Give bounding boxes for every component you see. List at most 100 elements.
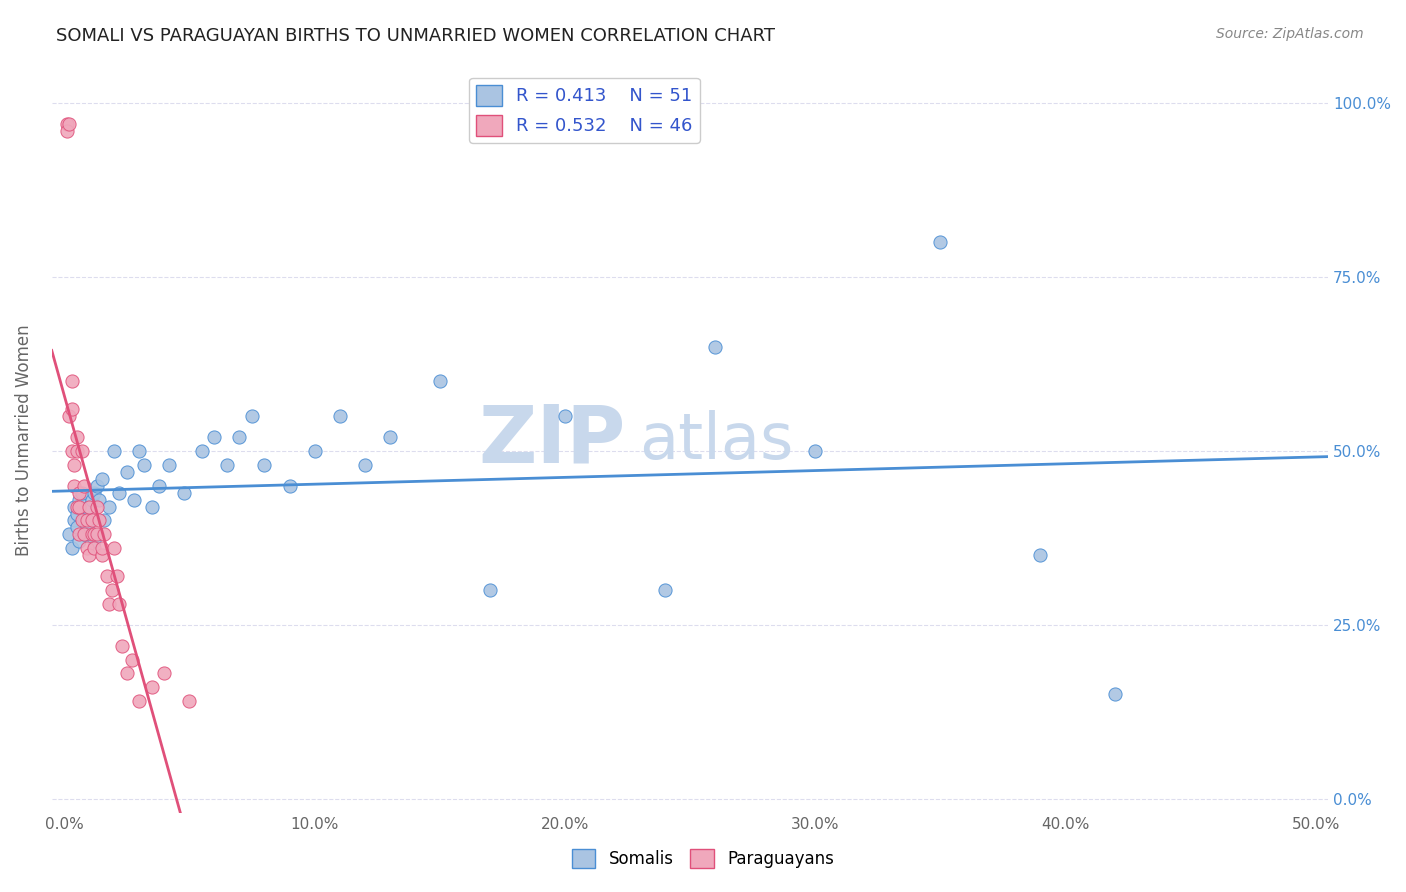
Point [103,541,125,556]
Point [86,500,108,514]
Point [79,500,101,514]
Point [60,444,83,458]
Point [478,582,501,597]
Point [73,479,96,493]
Point [67,500,90,514]
Point [70,485,93,500]
Point [929,235,952,250]
Point [76,520,98,534]
Point [86,527,108,541]
Point [554,409,576,424]
Point [83,534,105,549]
Point [89,492,111,507]
Point [90,541,112,556]
Point [86,479,108,493]
Point [70,444,93,458]
Point [253,458,276,472]
Point [93,514,115,528]
Point [98,500,121,514]
Point [83,541,105,556]
Point [66,500,89,514]
Point [83,527,105,541]
Point [157,458,180,472]
Point [58,527,80,541]
Point [63,500,86,514]
Point [63,458,86,472]
Point [79,548,101,562]
Point [79,500,101,514]
Point [66,430,89,444]
Point [108,597,131,611]
Point [148,479,170,493]
Point [63,514,86,528]
Point [128,694,150,708]
Point [96,569,118,583]
Point [111,639,134,653]
Point [66,507,89,521]
Point [215,458,238,472]
Point [60,402,83,417]
Legend: Somalis, Paraguayans: Somalis, Paraguayans [565,842,841,875]
Point [73,527,96,541]
Point [179,694,201,708]
Point [76,514,98,528]
Text: Source: ZipAtlas.com: Source: ZipAtlas.com [1216,27,1364,41]
Point [80,527,103,541]
Point [128,444,150,458]
Point [191,444,214,458]
Point [76,541,98,556]
Point [804,444,827,458]
Point [90,472,112,486]
Point [103,444,125,458]
Point [429,375,451,389]
Text: ZIP: ZIP [479,401,626,480]
Point [304,444,326,458]
Point [153,666,176,681]
Point [115,465,138,479]
Point [93,527,115,541]
Point [83,485,105,500]
Point [58,117,80,131]
Point [89,514,111,528]
Point [63,479,86,493]
Point [73,527,96,541]
Point [1029,548,1052,562]
Point [60,541,83,556]
Point [378,430,401,444]
Point [240,409,263,424]
Point [70,514,93,528]
Point [67,492,90,507]
Y-axis label: Births to Unmarried Women: Births to Unmarried Women [15,325,32,557]
Point [98,597,121,611]
Point [60,375,83,389]
Point [101,582,124,597]
Point [90,548,112,562]
Point [55,117,77,131]
Point [66,520,89,534]
Point [58,409,80,424]
Point [141,500,163,514]
Point [204,430,226,444]
Point [141,681,163,695]
Point [73,514,96,528]
Point [353,458,375,472]
Point [67,534,90,549]
Point [67,485,90,500]
Point [121,652,143,666]
Point [654,582,676,597]
Point [108,485,131,500]
Point [80,514,103,528]
Point [124,492,146,507]
Text: atlas: atlas [638,409,793,472]
Point [329,409,352,424]
Point [1104,687,1126,701]
Point [134,458,156,472]
Point [55,124,77,138]
Point [80,492,103,507]
Point [105,569,128,583]
Point [66,444,89,458]
Legend: R = 0.413    N = 51, R = 0.532    N = 46: R = 0.413 N = 51, R = 0.532 N = 46 [470,78,700,143]
Point [704,340,727,354]
Text: SOMALI VS PARAGUAYAN BIRTHS TO UNMARRIED WOMEN CORRELATION CHART: SOMALI VS PARAGUAYAN BIRTHS TO UNMARRIED… [56,27,775,45]
Point [115,666,138,681]
